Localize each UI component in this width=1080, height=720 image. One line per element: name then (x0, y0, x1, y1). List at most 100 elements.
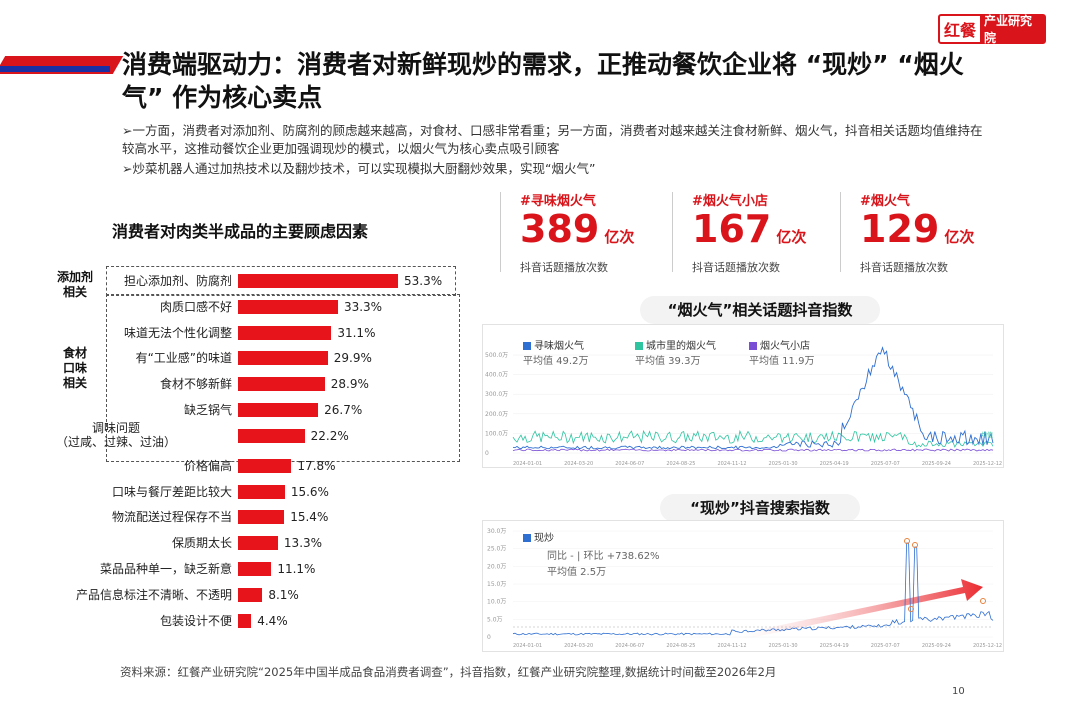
bar (238, 587, 263, 602)
y-tick-label: 25.0万 (487, 546, 506, 553)
x-tick-label: 2024-03-20 (564, 461, 593, 467)
bar (238, 613, 252, 628)
y-tick-label: 0 (487, 634, 491, 641)
legend-label: 城市里的烟火气 (646, 341, 716, 352)
bullet-2: ➢炒菜机器人通过加热技术以及翻炒技术，可以实现模拟大厨翻炒效果，实现“烟火气” (122, 161, 596, 176)
y-tick-label: 500.0万 (485, 352, 508, 359)
x-tick-label: 2024-08-25 (666, 461, 695, 467)
page-title: 消费端驱动力：消费者对新鲜现炒的需求，正推动餐饮企业将 “现炒” “烟火气” 作… (122, 50, 964, 112)
peak-marker (912, 542, 918, 548)
x-tick-label: 2024-11-12 (717, 643, 746, 649)
y-tick-label: 20.0万 (487, 563, 506, 570)
bar-label: 价格偏高 (183, 458, 232, 473)
group-label-taste: 食材口味相关 (62, 346, 87, 390)
y-tick-label: 300.0万 (485, 391, 508, 398)
bullet-list: ➢一方面，消费者对添加剂、防腐剂的顾虑越来越高，对食材、口感非常看重；另一方面，… (122, 122, 992, 180)
bar (238, 428, 305, 443)
series-line-xianchao (512, 542, 994, 636)
bar-label: 肉质口感不好 (159, 299, 232, 314)
y-tick-label: 400.0万 (485, 372, 508, 379)
stat-tag: #烟火气 (860, 194, 910, 209)
stat-number: 389 (520, 207, 600, 251)
x-tick-label: 2024-01-01 (513, 461, 542, 467)
bar (238, 458, 292, 473)
series-line-city (512, 429, 994, 448)
x-tick-label: 2025-07-07 (871, 461, 900, 467)
page-number: 10 (952, 686, 965, 697)
stat-number: 167 (692, 207, 772, 251)
bar-value-label: 26.7% (324, 403, 363, 417)
bar-value-label: 11.1% (277, 562, 316, 576)
stat-unit: 亿次 (944, 228, 975, 246)
legend-label: 现炒 (534, 533, 554, 544)
bar-value-label: 22.2% (310, 428, 349, 443)
chart2-panel: 现炒 同比 - | 环比 +738.62% 平均值 2.5万 30.0万 25.0… (482, 520, 1004, 652)
bar-label: 有“工业感”的味道 (135, 351, 232, 366)
x-tick-label: 2024-08-25 (666, 643, 695, 649)
stat-tag: #寻味烟火气 (520, 194, 596, 209)
x-tick-label: 2024-11-12 (717, 461, 746, 467)
stat-card-1: #寻味烟火气 389 亿次 抖音话题播放次数 (520, 190, 680, 275)
bar (238, 484, 285, 499)
chart1-svg: 500.0万 400.0万 300.0万 200.0万 100.0万 0 2024-01-0… (485, 346, 1002, 467)
legend-swatch (523, 342, 531, 350)
bar-label: 产品信息标注不清晰、不透明 (75, 587, 232, 602)
bar (238, 510, 285, 525)
stat-number: 129 (860, 207, 940, 251)
bar-value-label: 15.6% (290, 484, 329, 499)
x-tick-label: 2025-01-30 (769, 643, 798, 649)
chart2-avg: 平均值 2.5万 (547, 567, 607, 578)
y-tick-label: 15.0万 (487, 581, 506, 588)
chart1-legend-1: 寻味烟火气 平均值 49.2万 (523, 337, 588, 367)
stat-unit: 亿次 (776, 228, 807, 246)
bar-chart: 担心添加剂、防腐剂 53.3% 肉质口感不好 33.3% 味道无法个性化调整 31.1% 有… (0, 0, 480, 720)
x-tick-label: 2024-01-01 (513, 643, 542, 649)
bar-value-label: 17.8% (297, 458, 336, 473)
y-tick-label: 0 (485, 450, 489, 457)
x-tick-label: 2025-09-24 (922, 461, 951, 467)
stat-unit: 亿次 (604, 228, 635, 246)
stat-desc: 抖音话题播放次数 (520, 261, 608, 274)
y-tick-label: 5.0万 (487, 616, 503, 623)
series-line-shop (512, 448, 994, 452)
legend-avg: 平均值 11.9万 (749, 356, 815, 367)
bar-value-label: 53.3% (404, 274, 443, 288)
chart1-legend-3: 烟火气小店 平均值 11.9万 (749, 337, 814, 367)
y-tick-label: 200.0万 (485, 411, 508, 418)
bar-value-label: 4.4% (257, 613, 288, 628)
bar (238, 299, 338, 314)
legend-avg: 平均值 49.2万 (523, 356, 589, 367)
legend-swatch (523, 534, 531, 542)
series-line-xunwei (512, 346, 994, 450)
x-tick-label: 2025-01-30 (769, 461, 798, 467)
bar-label: 担心添加剂、防腐剂 (123, 274, 232, 288)
bar-value-label: 29.9% (333, 351, 372, 366)
source-note: 资料来源：红餐产业研究院“2025年中国半成品食品消费者调查”，抖音指数，红餐产… (120, 665, 777, 679)
bar (238, 403, 319, 417)
bar-value-label: 8.1% (268, 587, 299, 602)
x-tick-label: 2024-03-20 (564, 643, 593, 649)
legend-swatch (749, 342, 757, 350)
x-tick-label: 2024-06-07 (615, 461, 644, 467)
bar-chart-title: 消费者对肉类半成品的主要顾虑因素 (112, 222, 369, 241)
chart1-title: “烟火气”相关话题抖音指数 (640, 296, 880, 324)
bar (238, 274, 398, 288)
stat-divider-3 (840, 192, 841, 272)
y-tick-label: 100.0万 (485, 430, 508, 437)
chart1-panel: 寻味烟火气 平均值 49.2万 城市里的烟火气 平均值 39.3万 烟火气小店 … (482, 324, 1004, 468)
stat-card-2: #烟火气小店 167 亿次 抖音话题播放次数 (692, 190, 852, 275)
additive-group-frame (106, 266, 456, 296)
bar (238, 325, 332, 340)
bar-value-label: 15.4% (290, 510, 329, 525)
logo-text: 产业研究院 (980, 14, 1044, 45)
x-tick-label: 2025-09-24 (922, 643, 951, 649)
end-label: 均值 (981, 431, 993, 439)
stat-desc: 抖音话题播放次数 (860, 261, 948, 274)
bar-label: 口味与餐厅差距比较大 (111, 484, 232, 499)
chart2-svg: 30.0万 25.0万 20.0万 15.0万 10.0万 5.0万 0 2024-01-01… (487, 528, 1002, 649)
bar-value-label: 31.1% (337, 325, 376, 340)
x-tick-label: 2025-04-19 (820, 461, 849, 467)
x-tick-label: 2025-07-07 (871, 643, 900, 649)
stat-desc: 抖音话题播放次数 (692, 261, 780, 274)
bullet-1: ➢一方面，消费者对添加剂、防腐剂的顾虑越来越高，对食材、口感非常看重；另一方面，… (122, 123, 983, 156)
